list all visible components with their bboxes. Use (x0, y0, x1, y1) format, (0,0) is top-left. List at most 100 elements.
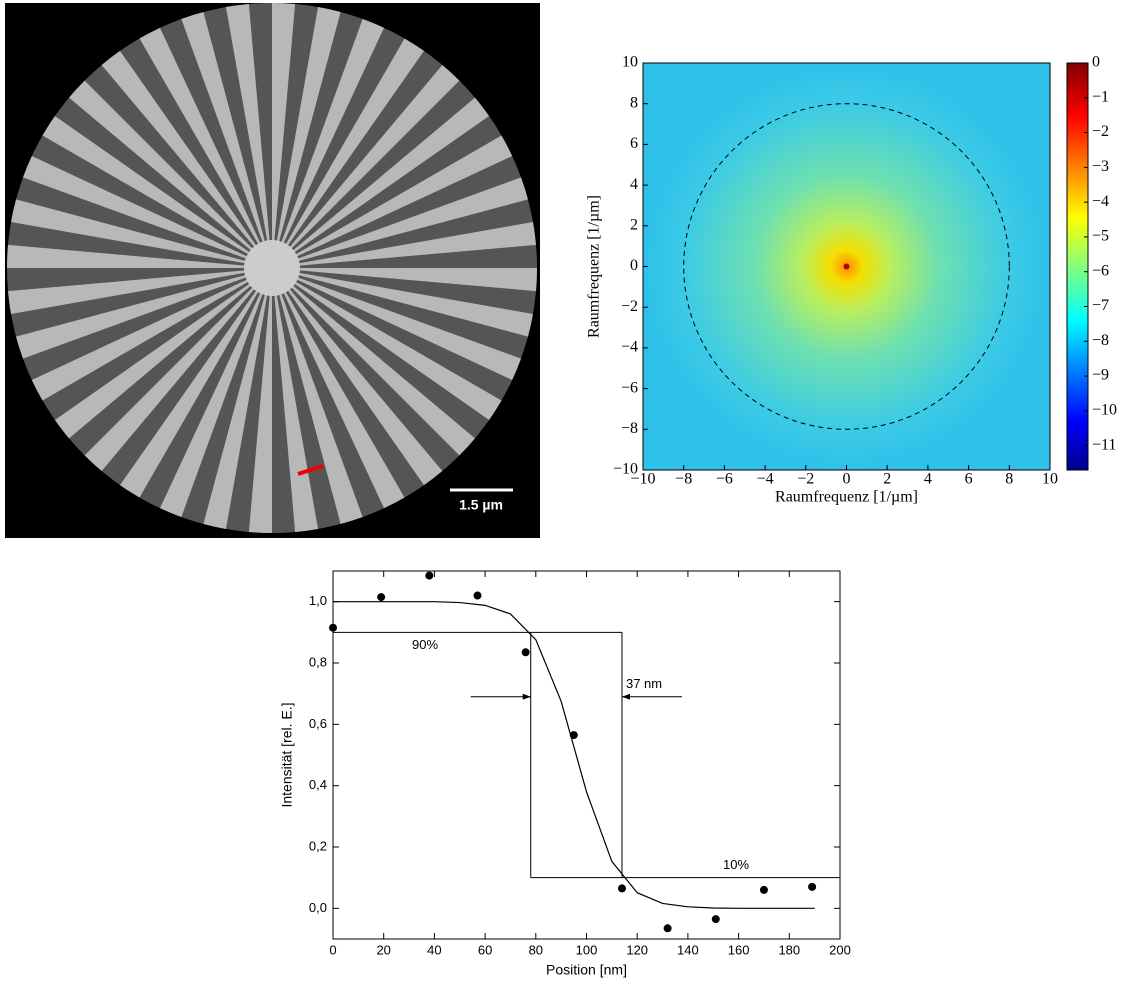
spoke (272, 221, 536, 268)
spoke (120, 268, 272, 498)
x-tick-label: 4 (924, 471, 932, 488)
y-tick-label: 0,2 (309, 838, 327, 853)
fft-chart: −10 −8 −6 −4 −2 0 2 4 6 8 10−10−8−6−4−20246810Raum… (586, 54, 1117, 506)
x-tick-label: 40 (427, 942, 441, 957)
y-axis-label: Raumfrequenz [1/µm] (586, 195, 603, 338)
data-point (425, 571, 434, 580)
data-point (569, 731, 578, 740)
spoke (11, 199, 273, 268)
spoke (272, 64, 460, 268)
data-point (329, 623, 337, 632)
reference-circle (683, 103, 1010, 430)
data-point (377, 593, 386, 602)
data-point (521, 648, 530, 657)
colorbar-tick-label: −10 (1092, 402, 1117, 419)
x-tick-label: 180 (778, 942, 800, 957)
y-tick-label: 2 (630, 216, 638, 233)
spoke (84, 268, 272, 472)
profile-chart: 0 20 40 60 80 100 120 140 160 180 200 0,0 0,2 0,4 0,6 0… (279, 570, 851, 978)
y-tick-label: 4 (630, 176, 638, 193)
x-tick-label: −10 (630, 471, 655, 488)
spoke (54, 268, 272, 439)
y-tick-label: 0 (630, 257, 638, 274)
y-tick-label: 0,6 (309, 716, 327, 731)
x-tick-label: 10 (1042, 471, 1058, 488)
colorbar-tick-label: −1 (1092, 88, 1109, 105)
spoke (272, 268, 443, 486)
x-tick-label: 6 (965, 471, 973, 488)
y-axis-label: Intensität [rel. E.] (279, 702, 295, 807)
x-tick-label: −2 (797, 471, 814, 488)
level-label: 10% (723, 857, 749, 872)
colorbar-tick-label: −3 (1092, 158, 1109, 175)
colorbar-tick-label: 0 (1092, 54, 1100, 71)
y-tick-label: 8 (630, 94, 638, 111)
spoke (22, 156, 272, 268)
width-label: 37 nm (626, 676, 662, 691)
y-tick-label: −10 (613, 461, 638, 478)
spoke (16, 268, 272, 359)
colorbar-tick-label: −5 (1092, 228, 1109, 245)
x-tick-label: −8 (675, 471, 692, 488)
center-peak (843, 263, 850, 270)
x-tick-label: 2 (883, 471, 891, 488)
spoke (7, 244, 272, 268)
x-tick-label: 140 (677, 942, 699, 957)
y-tick-label: −4 (621, 339, 638, 356)
spoke (272, 268, 476, 456)
spoke (101, 50, 272, 268)
y-tick-label: 0,4 (309, 777, 327, 792)
x-tick-label: −4 (757, 471, 774, 488)
spoke (139, 27, 272, 269)
spoke (272, 268, 405, 509)
fit-curve (333, 601, 815, 909)
colorbar-tick-label: −9 (1092, 367, 1109, 384)
colorbar-tick-label: −4 (1092, 193, 1109, 210)
spoke (272, 177, 528, 268)
colorbar-tick-label: −11 (1092, 436, 1116, 453)
spoke (68, 80, 272, 268)
spoke (272, 7, 341, 269)
colorbar-tick-label: −2 (1092, 123, 1109, 140)
x-axis-label: Position [nm] (546, 962, 627, 978)
spoke (272, 3, 296, 268)
x-tick-label: 100 (576, 942, 598, 957)
spoke (248, 268, 272, 533)
star-center (244, 240, 300, 296)
y-tick-label: −2 (621, 298, 638, 315)
spoke (160, 268, 272, 518)
colorbar-tick-label: −8 (1092, 332, 1109, 349)
profile-line (297, 464, 324, 476)
spoke (272, 268, 537, 292)
x-tick-label: 200 (829, 942, 851, 957)
spoke (8, 268, 273, 315)
spoke (181, 12, 272, 268)
colorbar-tick-label: −6 (1092, 262, 1109, 279)
x-tick-label: 120 (626, 942, 648, 957)
colorbar-tick-label: −7 (1092, 297, 1109, 314)
data-point (759, 885, 768, 894)
x-tick-label: 0 (843, 471, 851, 488)
spoke (31, 268, 273, 401)
x-tick-label: 60 (478, 942, 492, 957)
spoke (272, 97, 490, 268)
spoke (272, 268, 319, 532)
spoke (272, 135, 513, 268)
y-tick-label: 0,8 (309, 654, 327, 669)
spoke (225, 4, 272, 269)
spoke (272, 268, 363, 524)
y-tick-label: 10 (622, 54, 638, 71)
spoke (272, 18, 384, 268)
spoke (272, 268, 522, 380)
x-tick-label: 160 (728, 942, 750, 957)
plot-frame (332, 570, 841, 940)
spoke (42, 116, 273, 268)
data-point (808, 882, 817, 891)
y-tick-label: −8 (621, 420, 638, 437)
x-tick-label: 0 (329, 942, 336, 957)
spoke (272, 268, 502, 420)
spoke (203, 268, 272, 529)
y-tick-label: 6 (630, 135, 638, 152)
data-point (663, 924, 672, 933)
